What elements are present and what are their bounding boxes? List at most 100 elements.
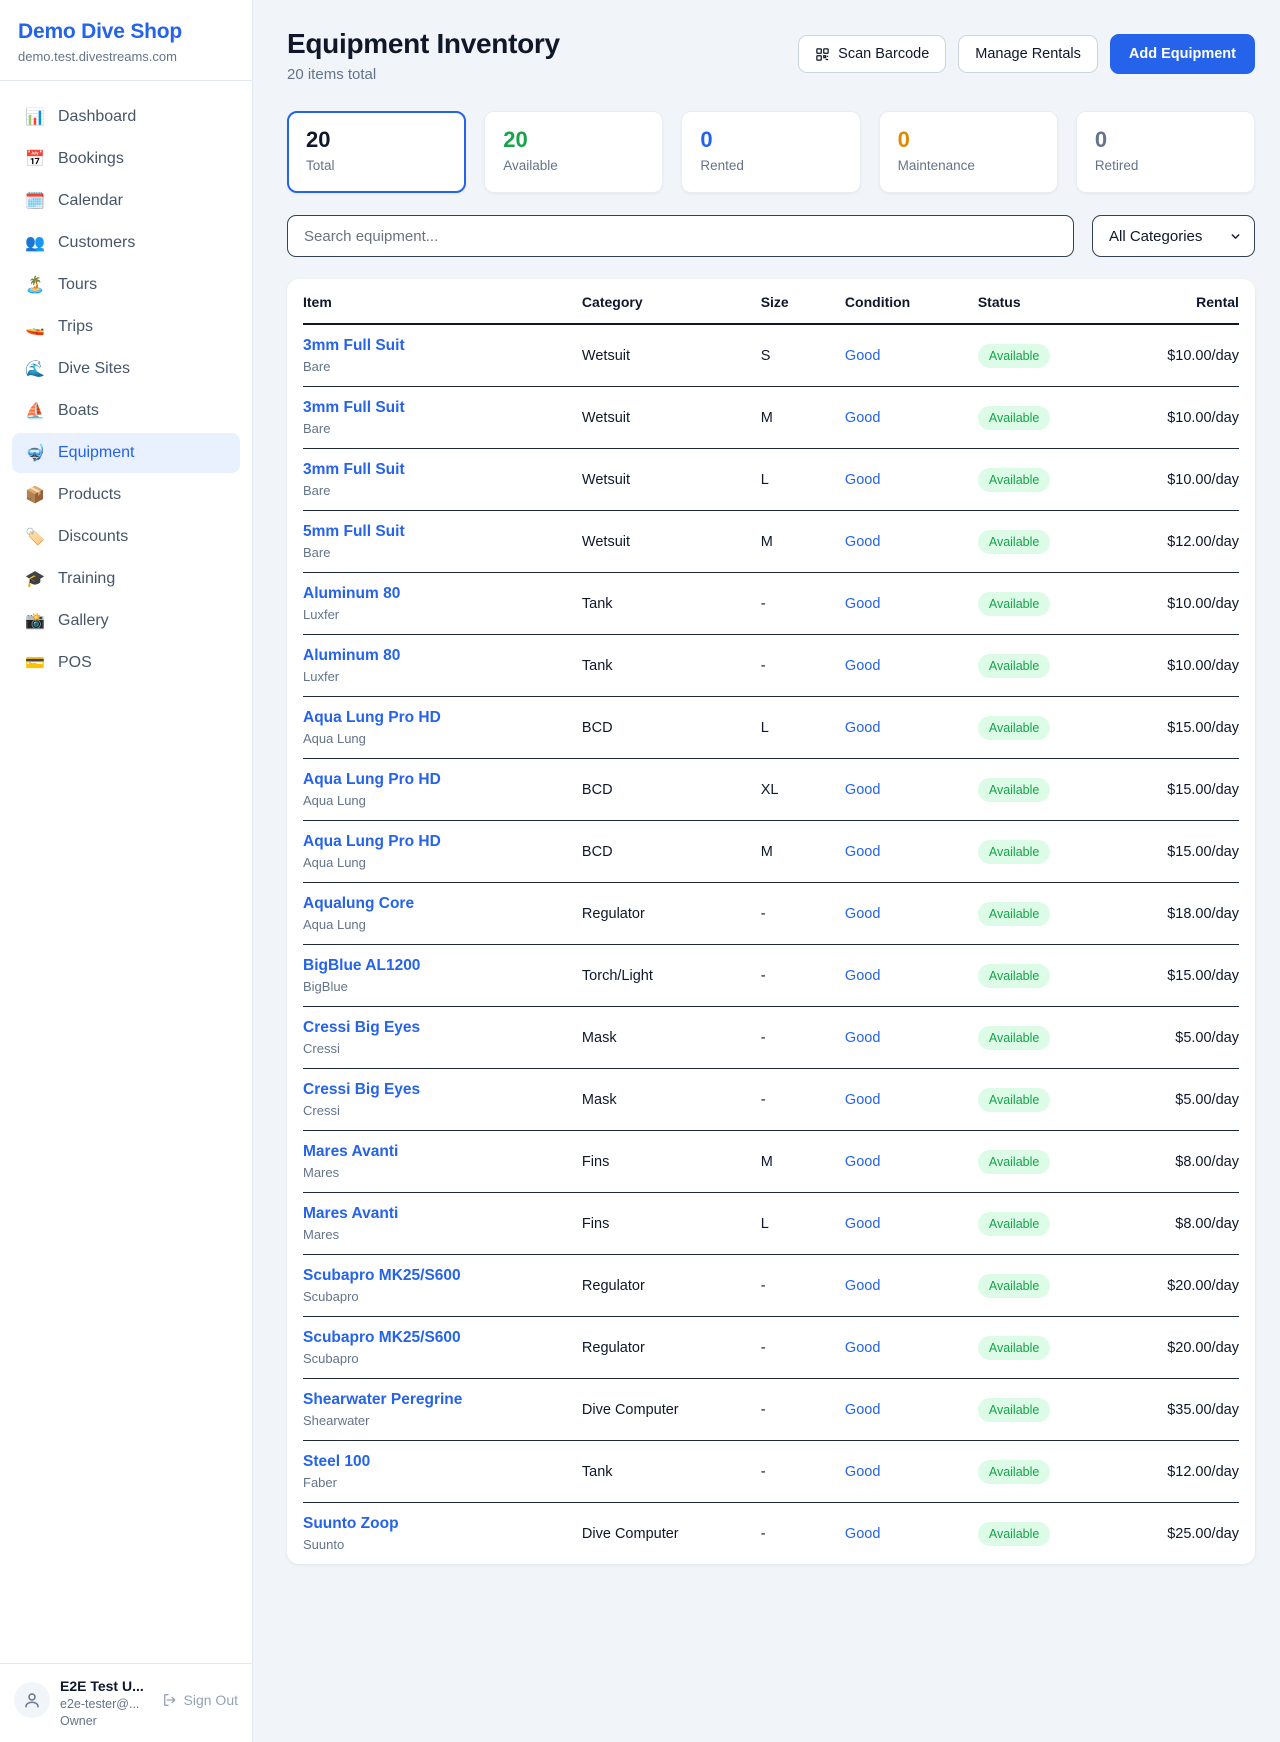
sidebar: Demo Dive Shop demo.test.divestreams.com…: [0, 0, 253, 1742]
item-name-link[interactable]: Shearwater Peregrine: [303, 1391, 463, 1408]
user-email: e2e-tester@...: [60, 1697, 140, 1711]
table-row: Scubapro MK25/S600 Scubapro Regulator - …: [303, 1255, 1239, 1317]
dashboard-icon: 📊: [25, 109, 45, 126]
item-name-link[interactable]: 5mm Full Suit: [303, 523, 405, 540]
item-condition-link[interactable]: Good: [844, 1277, 881, 1294]
item-category: Wetsuit: [581, 533, 631, 550]
item-name-link[interactable]: Steel 100: [303, 1453, 371, 1470]
item-name-link[interactable]: Aqua Lung Pro HD: [303, 709, 441, 726]
status-badge: Available: [977, 839, 1051, 864]
sidebar-item-boats[interactable]: ⛵ Boats: [12, 391, 240, 431]
avatar: [14, 1682, 50, 1718]
stat-card-total[interactable]: 20 Total: [287, 111, 467, 193]
sidebar-item-pos[interactable]: 💳 POS: [12, 643, 240, 683]
item-condition-link[interactable]: Good: [844, 905, 881, 922]
item-condition-link[interactable]: Good: [844, 471, 881, 488]
sign-out-label: Sign Out: [183, 1692, 238, 1708]
item-size: -: [760, 1091, 766, 1108]
scan-barcode-button[interactable]: Scan Barcode: [798, 35, 947, 73]
item-category: Regulator: [581, 905, 645, 922]
item-rental: $15.00/day: [1167, 719, 1239, 736]
sidebar-item-training[interactable]: 🎓 Training: [12, 559, 240, 599]
item-name-link[interactable]: Cressi Big Eyes: [303, 1081, 421, 1098]
item-brand: Luxfer: [303, 607, 340, 622]
item-name-link[interactable]: 3mm Full Suit: [303, 337, 405, 354]
boats-icon: ⛵: [25, 403, 45, 420]
stat-card-rented[interactable]: 0 Rented: [681, 111, 861, 193]
item-name-link[interactable]: Aluminum 80: [303, 585, 401, 602]
brand-name[interactable]: Demo Dive Shop: [18, 20, 183, 43]
item-name-link[interactable]: Scubapro MK25/S600: [303, 1267, 461, 1284]
item-condition-link[interactable]: Good: [844, 719, 881, 736]
item-name-link[interactable]: Aluminum 80: [303, 647, 401, 664]
item-name-link[interactable]: Aqualung Core: [303, 895, 415, 912]
item-category: Fins: [581, 1153, 610, 1170]
item-condition-link[interactable]: Good: [844, 967, 881, 984]
user-role: Owner: [60, 1714, 97, 1728]
item-brand: Mares: [303, 1227, 340, 1242]
item-condition-link[interactable]: Good: [844, 1029, 881, 1046]
stats-row: 20 Total 20 Available 0 Rented 0 Mainten…: [287, 111, 1256, 193]
item-condition-link[interactable]: Good: [844, 533, 881, 550]
column-header-item: Item: [303, 294, 332, 310]
sidebar-item-gallery[interactable]: 📸 Gallery: [12, 601, 240, 641]
item-condition-link[interactable]: Good: [844, 1091, 881, 1108]
tours-icon: 🏝️: [25, 277, 45, 294]
stat-card-available[interactable]: 20 Available: [484, 111, 664, 193]
item-condition-link[interactable]: Good: [844, 657, 881, 674]
item-condition-link[interactable]: Good: [844, 1153, 881, 1170]
item-condition-link[interactable]: Good: [844, 1339, 881, 1356]
sign-out-button[interactable]: Sign Out: [162, 1692, 238, 1708]
item-name-link[interactable]: Suunto Zoop: [303, 1515, 399, 1532]
item-rental: $25.00/day: [1167, 1525, 1239, 1542]
sidebar-item-calendar[interactable]: 🗓️ Calendar: [12, 181, 240, 221]
user-meta: E2E Test U... e2e-tester@... Owner: [60, 1678, 152, 1728]
brand-block: Demo Dive Shop demo.test.divestreams.com: [0, 0, 252, 81]
item-condition-link[interactable]: Good: [844, 347, 881, 364]
sidebar-item-equipment[interactable]: 🤿 Equipment: [12, 433, 240, 473]
stat-card-retired[interactable]: 0 Retired: [1075, 111, 1256, 193]
sidebar-item-label: Boats: [58, 402, 99, 419]
sidebar-item-discounts[interactable]: 🏷️ Discounts: [12, 517, 240, 557]
item-brand: Aqua Lung: [303, 793, 366, 808]
table-row: Aqua Lung Pro HD Aqua Lung BCD M Good Av…: [303, 821, 1239, 883]
pos-icon: 💳: [25, 655, 45, 672]
add-equipment-button[interactable]: Add Equipment: [1109, 34, 1255, 74]
item-name-link[interactable]: 3mm Full Suit: [303, 461, 405, 478]
sidebar-item-tours[interactable]: 🏝️ Tours: [12, 265, 240, 305]
sidebar-item-dashboard[interactable]: 📊 Dashboard: [12, 97, 240, 137]
stat-label: Total: [306, 158, 335, 173]
item-condition-link[interactable]: Good: [844, 409, 881, 426]
manage-rentals-button[interactable]: Manage Rentals: [958, 35, 1098, 73]
item-condition-link[interactable]: Good: [844, 1401, 881, 1418]
sidebar-item-bookings[interactable]: 📅 Bookings: [12, 139, 240, 179]
item-name-link[interactable]: Cressi Big Eyes: [303, 1019, 421, 1036]
status-badge: Available: [977, 591, 1051, 616]
item-name-link[interactable]: BigBlue AL1200: [303, 957, 421, 974]
category-select[interactable]: All Categories: [1092, 215, 1255, 257]
item-brand: Bare: [303, 483, 331, 498]
page-subtitle: 20 items total: [287, 66, 377, 83]
item-name-link[interactable]: Aqua Lung Pro HD: [303, 833, 441, 850]
table-row: 3mm Full Suit Bare Wetsuit L Good Availa…: [303, 449, 1239, 511]
sidebar-item-label: Products: [58, 486, 122, 503]
item-name-link[interactable]: Scubapro MK25/S600: [303, 1329, 461, 1346]
item-name-link[interactable]: Aqua Lung Pro HD: [303, 771, 441, 788]
stat-card-maintenance[interactable]: 0 Maintenance: [878, 111, 1058, 193]
item-name-link[interactable]: Mares Avanti: [303, 1143, 399, 1160]
sidebar-item-dive-sites[interactable]: 🌊 Dive Sites: [12, 349, 240, 389]
sidebar-item-trips[interactable]: 🚤 Trips: [12, 307, 240, 347]
stat-value: 20: [306, 127, 331, 152]
search-input[interactable]: [287, 215, 1074, 257]
item-rental: $10.00/day: [1167, 409, 1239, 426]
item-condition-link[interactable]: Good: [844, 1463, 881, 1480]
sidebar-item-customers[interactable]: 👥 Customers: [12, 223, 240, 263]
item-name-link[interactable]: Mares Avanti: [303, 1205, 399, 1222]
item-condition-link[interactable]: Good: [844, 781, 881, 798]
item-condition-link[interactable]: Good: [844, 1215, 881, 1232]
item-condition-link[interactable]: Good: [844, 1525, 881, 1542]
sidebar-item-products[interactable]: 📦 Products: [12, 475, 240, 515]
item-name-link[interactable]: 3mm Full Suit: [303, 399, 405, 416]
item-condition-link[interactable]: Good: [844, 843, 881, 860]
item-condition-link[interactable]: Good: [844, 595, 881, 612]
